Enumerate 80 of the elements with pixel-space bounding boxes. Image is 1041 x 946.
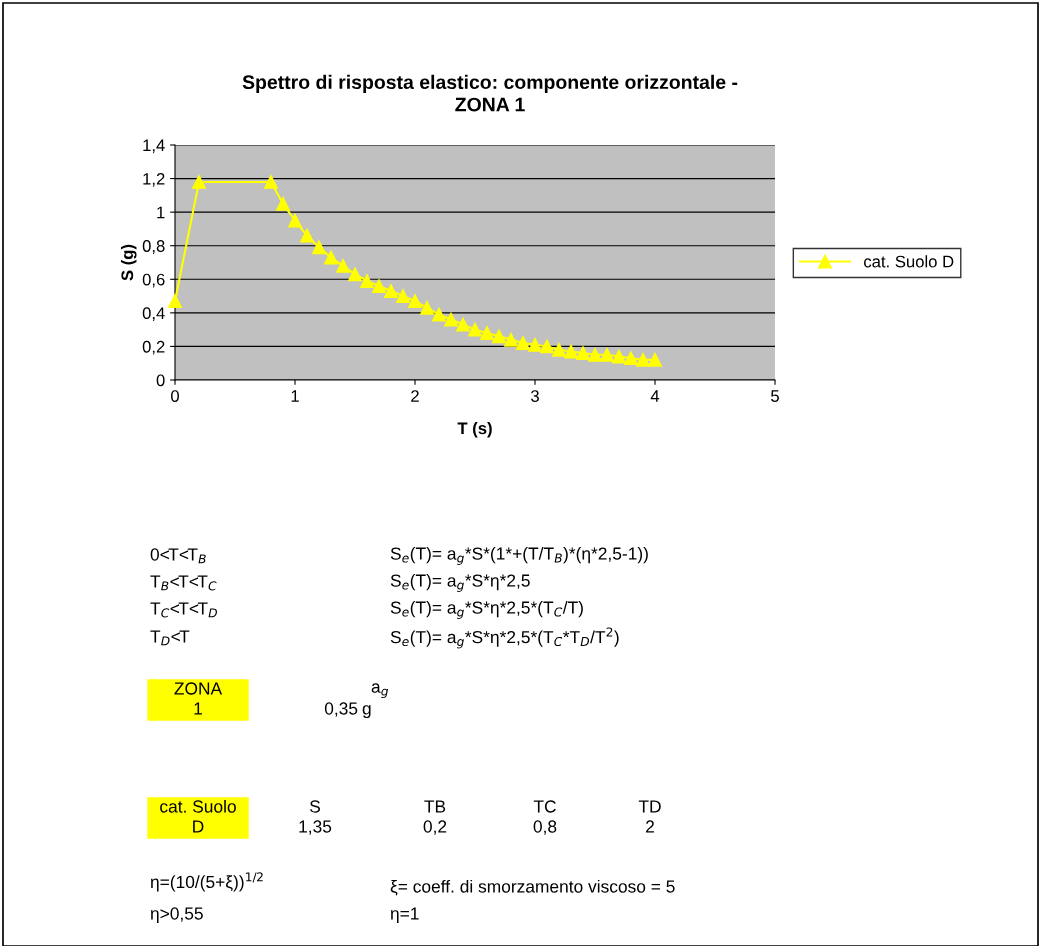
point: [324, 250, 338, 265]
text: a$_{g}$: [371, 683, 389, 699]
point: [624, 351, 638, 366]
text: T$_{C}$<T<T$_{D}$: [150, 602, 217, 618]
point: [540, 339, 554, 354]
legend-label: cat. Suolo D: [864, 255, 954, 268]
y-tick-label: 0,6: [142, 273, 165, 288]
point: [432, 307, 446, 322]
x-tick-label: 4: [650, 390, 660, 402]
point: [336, 258, 350, 273]
x-tick-label: 1: [291, 390, 299, 402]
text: TD: [638, 800, 661, 813]
point: [480, 326, 494, 340]
text: g: [362, 705, 371, 719]
point: [420, 300, 434, 315]
text: 0,35: [324, 702, 358, 717]
text: S$_{e}$(T)= a$_{g}$*S*η*2,5*(T$_{C}$/T): [390, 600, 583, 619]
x-axis-title: T (s): [457, 421, 492, 438]
point: [348, 267, 362, 282]
text: T$_{B}$<T<T$_{C}$: [150, 575, 217, 591]
point: [168, 294, 182, 309]
y-tick-label: 1: [157, 206, 165, 219]
point: [600, 347, 614, 362]
point: [612, 349, 626, 364]
y-tick-label: 1,4: [143, 139, 165, 154]
text: ξ= coeff. di smorzamento viscoso = 5: [390, 879, 675, 896]
text: S$_{e}$(T)= a$_{g}$*S*η*2,5: [390, 573, 530, 592]
text: 2: [646, 820, 654, 833]
point: [504, 332, 518, 347]
point: [588, 347, 602, 362]
point: [360, 274, 374, 288]
text: 1: [194, 702, 202, 715]
point: [516, 336, 530, 351]
text: S: [310, 800, 320, 813]
x-tick-label: 2: [411, 390, 419, 402]
point: [528, 337, 542, 352]
text: TC: [533, 800, 556, 813]
y-tick-label: 0: [156, 374, 165, 387]
y-tick-label: 0,4: [142, 307, 165, 322]
point: [444, 312, 458, 327]
text: η=1: [390, 907, 419, 924]
point: [564, 344, 578, 359]
point: [396, 289, 410, 304]
y-tick-label: 0,2: [142, 340, 165, 355]
text: 0,8: [533, 820, 557, 835]
text: TB: [424, 800, 446, 813]
x-tick-label: 5: [771, 390, 779, 402]
point: [264, 174, 278, 189]
text: 0<T<T$_{B}$: [150, 548, 206, 564]
point: [408, 294, 422, 309]
chart-title: Spettro di risposta elastico: componente orizzontale - ZONA 1: [242, 74, 738, 112]
y-tick-label: 0,8: [142, 240, 165, 254]
point: [300, 228, 314, 243]
text: 1,35: [299, 820, 332, 835]
text: ZONA: [174, 682, 223, 695]
text: cat. Suolo: [160, 799, 236, 813]
point: [648, 352, 662, 367]
point: [312, 240, 326, 255]
point: [192, 174, 206, 189]
text: 2: [606, 627, 613, 637]
point: [276, 196, 290, 211]
text: D: [193, 820, 204, 833]
y-axis-title: S (g): [120, 244, 137, 281]
point: [456, 317, 470, 332]
point: [576, 346, 590, 361]
point: [384, 284, 398, 298]
x-tick-label: 0: [171, 390, 179, 402]
point: [372, 279, 386, 293]
point: [468, 322, 482, 337]
text: η>0,55: [150, 907, 203, 924]
text: 0,2: [423, 820, 447, 835]
point: [636, 352, 650, 367]
point: [552, 342, 566, 357]
y-tick-label: 1,2: [143, 172, 165, 187]
text: η=(10/(5+ξ))$^{1/2}$: [150, 872, 263, 892]
point: [492, 329, 506, 344]
text: T$_{D}$<T: [150, 630, 190, 646]
point: [288, 213, 302, 228]
text: S$_{e}$(T)= a$_{g}$*S*(1*+(T/T$_{B}$)*(η*2,5-1)): [390, 546, 648, 565]
x-tick-label: 3: [531, 390, 539, 402]
